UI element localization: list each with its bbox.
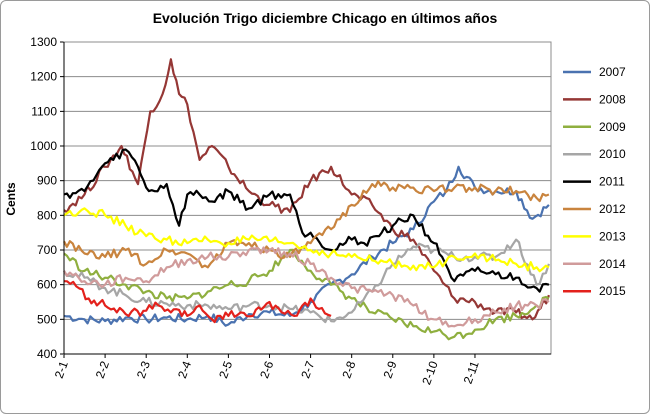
x-tick-label: 2-6 bbox=[257, 359, 276, 380]
x-tick-label: 2-1 bbox=[52, 359, 71, 380]
y-tick-label: 1300 bbox=[30, 35, 57, 49]
x-tick-label: 2-2 bbox=[93, 359, 112, 380]
series-line-2013 bbox=[63, 207, 550, 273]
legend-label: 2012 bbox=[599, 202, 626, 216]
series-line-2010 bbox=[63, 238, 550, 324]
y-tick-label: 700 bbox=[37, 243, 57, 257]
x-tick-label: 2-10 bbox=[419, 359, 440, 387]
legend-label: 2010 bbox=[599, 147, 626, 161]
series-line-2008 bbox=[63, 58, 550, 321]
y-tick-label: 600 bbox=[37, 278, 57, 292]
series-line-2007 bbox=[63, 165, 550, 327]
chart-title: Evolución Trigo diciembre Chicago en últ… bbox=[153, 10, 498, 26]
plot-border bbox=[63, 41, 552, 355]
x-tick-label: 2-8 bbox=[339, 359, 358, 380]
legend-label: 2014 bbox=[599, 257, 626, 271]
legend-label: 2015 bbox=[599, 284, 626, 298]
x-axis-ticks: 2-1 2-2 2-3 2-4 2-5 2-6 2-7 2-8 2-9 2-10 2-11 bbox=[52, 354, 482, 387]
series-line-2011 bbox=[63, 148, 550, 293]
x-tick-label: 2-3 bbox=[134, 359, 153, 380]
series-line-2014 bbox=[63, 246, 550, 328]
series-lines bbox=[63, 58, 550, 341]
x-tick-label: 2-7 bbox=[298, 359, 317, 380]
series-line-2012 bbox=[63, 180, 550, 269]
legend-label: 2008 bbox=[599, 92, 626, 106]
series-line-2015 bbox=[63, 280, 332, 324]
y-tick-label: 1000 bbox=[30, 139, 57, 153]
x-tick-label: 2-9 bbox=[381, 359, 400, 380]
y-axis-ticks: 400 500 600 700 800 900 1000 1100 1200 1300 bbox=[30, 35, 64, 361]
legend-label: 2011 bbox=[599, 175, 625, 189]
y-tick-label: 900 bbox=[37, 174, 57, 188]
series-line-2009 bbox=[63, 248, 550, 341]
y-tick-label: 1100 bbox=[31, 104, 57, 118]
legend: 2007 2008 2009 2010 2011 2012 2013 2014 2015 bbox=[563, 65, 626, 298]
x-tick-label: 2-11 bbox=[461, 359, 482, 386]
legend-label: 2009 bbox=[599, 120, 626, 134]
y-tick-label: 500 bbox=[37, 312, 57, 326]
y-tick-label: 800 bbox=[37, 208, 57, 222]
x-tick-label: 2-5 bbox=[216, 359, 235, 380]
y-tick-label: 400 bbox=[37, 347, 57, 361]
x-tick-label: 2-4 bbox=[175, 359, 194, 380]
y-tick-label: 1200 bbox=[30, 70, 57, 84]
legend-label: 2013 bbox=[599, 229, 626, 243]
legend-label: 2007 bbox=[599, 65, 626, 79]
y-axis-title: Cents bbox=[4, 182, 18, 216]
